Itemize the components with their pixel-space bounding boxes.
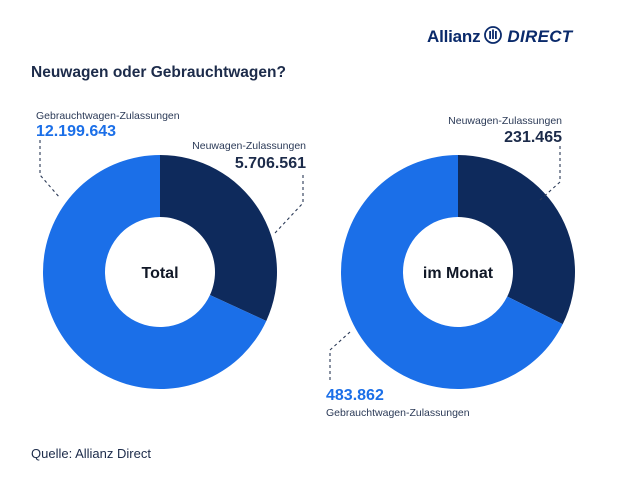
label-neu-monat: Neuwagen-Zulassungen [448, 115, 562, 127]
center-label-total: Total [141, 265, 178, 282]
chart-title: Neuwagen oder Gebrauchtwagen? [31, 64, 286, 81]
leader-gebraucht-total [39, 140, 61, 199]
slice-gebrauchtwagen-total [43, 155, 267, 390]
donut-chart-monat: im Monat Neuwagen-Zulassungen 231.465 48… [326, 115, 575, 419]
value-neu-total: 5.706.561 [235, 155, 306, 172]
label-neu-total: Neuwagen-Zulassungen [192, 140, 306, 152]
slice-neuwagen-total [160, 155, 278, 321]
label-gebraucht-total: Gebrauchtwagen-Zulassungen [36, 110, 180, 122]
allianz-direct-logo: Allianz DIRECT [427, 25, 573, 49]
value-gebraucht-total: 12.199.643 [36, 123, 116, 140]
logo-brand: Allianz [427, 27, 481, 46]
logo-suffix: DIRECT [507, 27, 573, 46]
label-gebraucht-monat: Gebrauchtwagen-Zulassungen [326, 407, 470, 419]
source-note: Quelle: Allianz Direct [31, 446, 151, 461]
allianz-eagle-icon [484, 25, 503, 49]
value-gebraucht-monat: 483.862 [326, 387, 384, 404]
leader-neu-total [274, 175, 304, 234]
slice-gebrauchtwagen-monat [341, 155, 563, 390]
slice-neuwagen-monat [458, 155, 575, 325]
leader-neu-monat [539, 146, 561, 201]
center-label-monat: im Monat [423, 265, 494, 282]
value-neu-monat: 231.465 [504, 129, 562, 146]
leader-gebraucht-monat [329, 331, 351, 380]
donut-chart-total: Total Gebrauchtwagen-Zulassungen 12.199.… [36, 110, 306, 390]
